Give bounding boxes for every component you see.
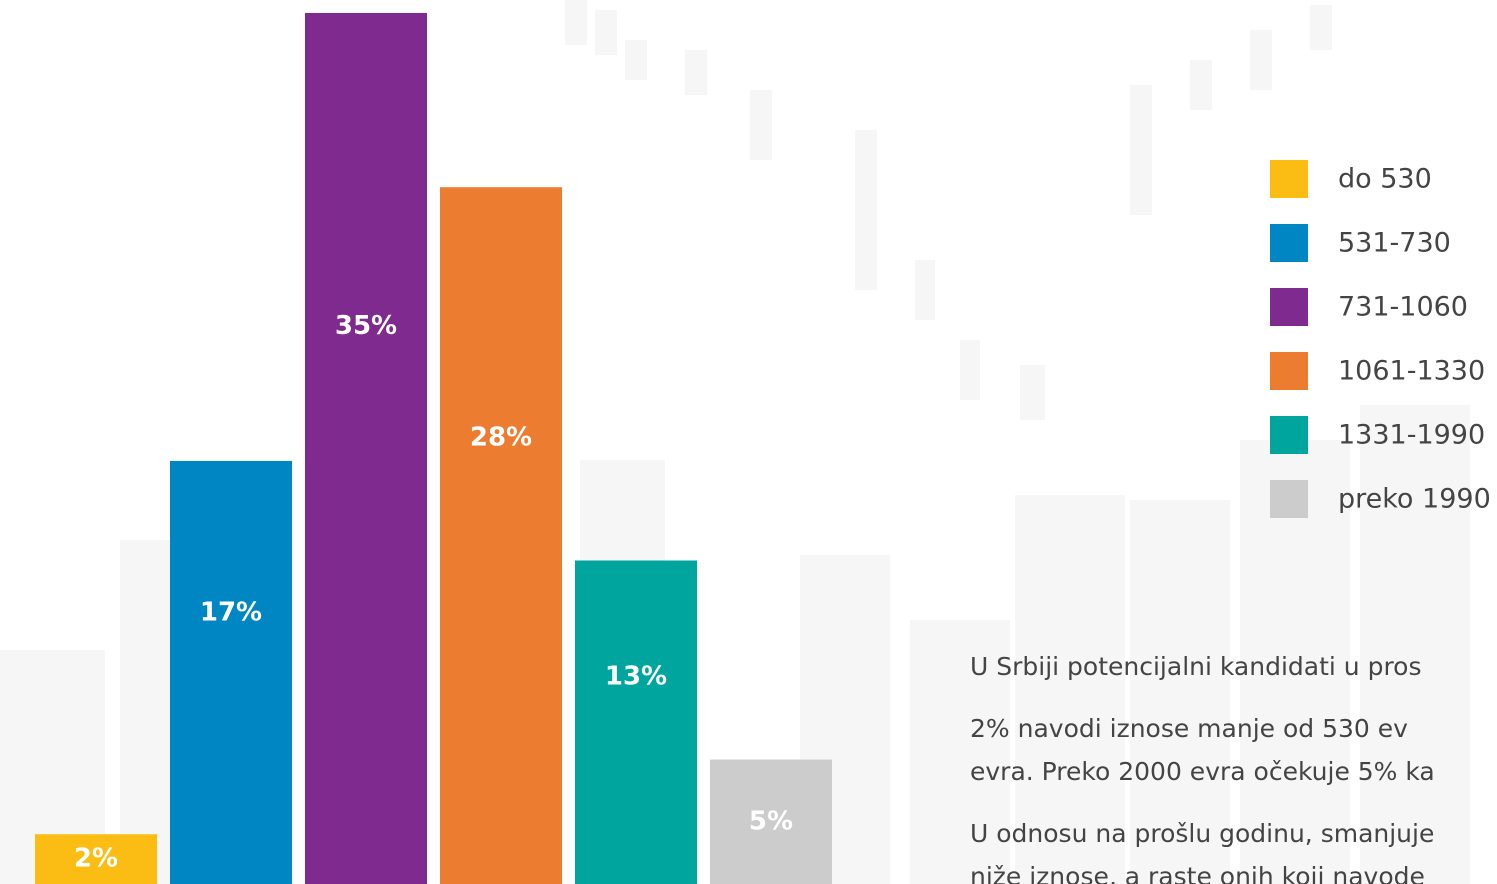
bar: [305, 13, 427, 884]
bar: [710, 759, 832, 884]
bar: [440, 187, 562, 884]
legend-label: preko 1990: [1338, 484, 1491, 515]
legend-swatch: [1270, 160, 1308, 198]
text-line: U odnosu na prošlu godinu, smanjuje: [970, 819, 1435, 848]
text-line: U Srbiji potencijalni kandidati u pros: [970, 652, 1422, 681]
value-label: 17%: [200, 598, 262, 628]
paragraph: U Srbiji potencijalni kandidati u pros: [970, 645, 1497, 688]
legend-label: 1331-1990: [1338, 420, 1485, 451]
value-label: 5%: [749, 806, 793, 836]
legend-swatch: [1270, 480, 1308, 518]
value-label: 35%: [335, 311, 397, 341]
text-line: 2% navodi iznose manje od 530 ev: [970, 714, 1408, 743]
bar: [170, 460, 292, 884]
description: U Srbiji potencijalni kandidati u pros 2%…: [970, 645, 1497, 884]
value-label: 13%: [605, 661, 667, 691]
legend-label: 1061-1330: [1338, 356, 1485, 387]
bar: [35, 834, 157, 884]
value-label: 2%: [74, 844, 118, 874]
legend-swatch: [1270, 352, 1308, 390]
legend-label: 531-730: [1338, 228, 1451, 259]
value-label: 28%: [470, 423, 532, 453]
text-line: evra. Preko 2000 evra očekuje 5% ka: [970, 757, 1435, 786]
paragraph: U odnosu na prošlu godinu, smanjuje niže …: [970, 812, 1497, 884]
legend-label: 731-1060: [1338, 292, 1468, 323]
legend-label: do 530: [1338, 164, 1432, 195]
text-line: niže iznose, a raste onih koji navode: [970, 862, 1425, 884]
legend-swatch: [1270, 224, 1308, 262]
legend-swatch: [1270, 416, 1308, 454]
bar: [575, 560, 697, 884]
legend-swatch: [1270, 288, 1308, 326]
paragraph: 2% navodi iznose manje od 530 ev evra. Pr…: [970, 707, 1497, 793]
